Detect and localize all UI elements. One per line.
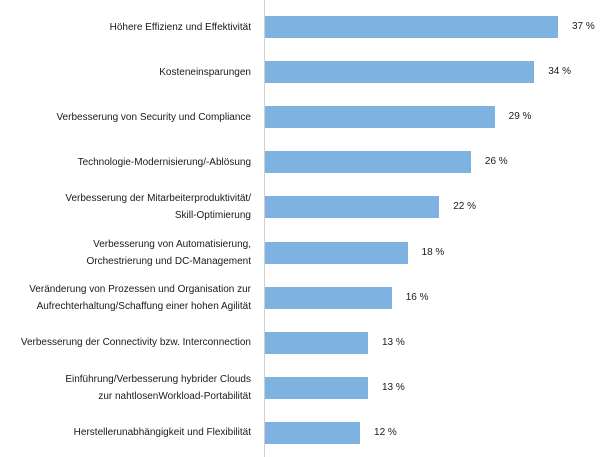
data-label: 18 % (421, 246, 445, 258)
category-label-line: Kosteneinsparungen (159, 66, 251, 78)
data-label: 34 % (548, 66, 572, 78)
bar (265, 106, 495, 129)
category-label-line: Aufrechterhaltung/Schaffung einer hohen … (36, 300, 251, 312)
category-label: Einführung/Verbesserung hybrider Clouds z… (0, 371, 251, 405)
bar (265, 196, 440, 219)
category-label: Herstellerunabhängigkeit und Flexibilitä… (0, 424, 251, 441)
data-label: 29 % (508, 111, 532, 123)
data-label: 22 % (453, 201, 476, 213)
category-axis-line (264, 0, 265, 457)
category-label-line: Verbesserung von Automatisierung, (93, 238, 251, 250)
category-label-line: Technologie-Modernisierung/-Ablösung (77, 156, 251, 168)
data-label: 13 % (381, 381, 405, 393)
data-label: 13 % (381, 336, 405, 348)
data-label: 16 % (405, 291, 429, 303)
bar (265, 331, 368, 354)
data-label: 12 % (374, 426, 397, 438)
category-label: Verbesserung von Automatisierung, Orchest… (0, 236, 251, 270)
bar (265, 16, 558, 38)
category-label-line: Einführung/Verbesserung hybrider Clouds (65, 373, 251, 385)
category-label-line: zur nahtlosenWorkload-Portabilität (98, 390, 251, 402)
bar (265, 241, 408, 264)
bar (265, 421, 361, 444)
category-label-line: Verbesserung der Connectivity bzw. Inter… (20, 337, 251, 349)
category-label: Verbesserung von Security und Compliance (0, 109, 251, 126)
category-label: Kosteneinsparungen (0, 64, 251, 81)
data-label: 26 % (484, 156, 508, 168)
bar (265, 286, 392, 309)
category-label-line: Verbesserung von Security und Compliance (56, 111, 251, 123)
category-label-line: Herstellerunabhängigkeit und Flexibilitä… (73, 427, 251, 439)
category-label: Technologie-Modernisierung/-Ablösung (0, 154, 251, 171)
category-label: Verbesserung der Connectivity bzw. Inter… (0, 334, 251, 351)
bar (265, 61, 535, 84)
bar (265, 376, 368, 399)
category-label: Verbesserung der Mitarbeiterproduktivitä… (0, 190, 251, 224)
category-label: Veränderung von Prozessen und Organisati… (0, 281, 251, 315)
category-label-line: Verbesserung der Mitarbeiterproduktivitä… (65, 193, 251, 205)
data-label: 37 % (572, 21, 595, 32)
bar (265, 151, 471, 174)
category-label-line: Veränderung von Prozessen und Organisati… (29, 283, 251, 295)
category-label-line: Höhere Effizienz und Effektivität (109, 21, 251, 33)
category-label-line: Skill-Optimierung (174, 210, 251, 222)
category-label-line: Orchestrierung und DC-Management (86, 255, 251, 267)
category-label: Höhere Effizienz und Effektivität (0, 19, 251, 36)
